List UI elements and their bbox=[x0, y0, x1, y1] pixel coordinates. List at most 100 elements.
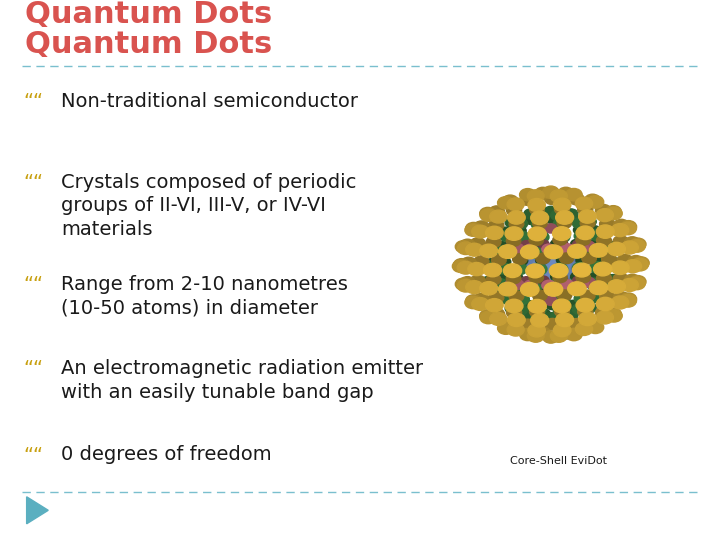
Circle shape bbox=[606, 274, 620, 285]
Circle shape bbox=[531, 311, 544, 322]
Circle shape bbox=[532, 270, 548, 282]
Circle shape bbox=[551, 210, 565, 221]
Circle shape bbox=[544, 319, 560, 330]
Circle shape bbox=[546, 214, 559, 224]
Circle shape bbox=[572, 303, 587, 314]
Circle shape bbox=[595, 205, 611, 216]
Text: ““: ““ bbox=[23, 275, 43, 294]
Circle shape bbox=[503, 264, 522, 278]
Circle shape bbox=[573, 288, 586, 297]
Circle shape bbox=[533, 288, 545, 297]
Circle shape bbox=[530, 240, 542, 248]
Circle shape bbox=[506, 235, 521, 246]
Circle shape bbox=[562, 259, 577, 269]
Circle shape bbox=[554, 323, 571, 337]
Circle shape bbox=[557, 255, 568, 265]
Circle shape bbox=[582, 217, 596, 227]
Circle shape bbox=[544, 282, 563, 296]
Circle shape bbox=[484, 262, 498, 273]
Circle shape bbox=[531, 219, 546, 230]
Circle shape bbox=[544, 245, 563, 259]
Circle shape bbox=[551, 245, 566, 256]
Circle shape bbox=[575, 322, 593, 335]
Circle shape bbox=[555, 231, 570, 242]
Circle shape bbox=[514, 288, 526, 298]
Circle shape bbox=[508, 279, 523, 291]
Circle shape bbox=[574, 293, 589, 304]
Circle shape bbox=[495, 274, 508, 284]
Text: ““: ““ bbox=[23, 173, 43, 192]
Text: ““: ““ bbox=[23, 359, 43, 378]
Circle shape bbox=[516, 256, 528, 265]
Circle shape bbox=[539, 248, 554, 261]
Circle shape bbox=[620, 222, 636, 235]
Circle shape bbox=[466, 243, 483, 256]
Circle shape bbox=[582, 241, 594, 249]
Circle shape bbox=[521, 240, 532, 249]
Circle shape bbox=[554, 204, 570, 214]
Circle shape bbox=[459, 276, 475, 288]
Circle shape bbox=[557, 309, 571, 319]
Circle shape bbox=[536, 273, 551, 285]
Circle shape bbox=[452, 260, 469, 272]
Circle shape bbox=[585, 278, 600, 289]
Circle shape bbox=[493, 246, 508, 257]
Circle shape bbox=[472, 298, 489, 310]
Circle shape bbox=[485, 275, 498, 285]
Circle shape bbox=[486, 237, 501, 247]
Circle shape bbox=[479, 260, 492, 269]
Circle shape bbox=[457, 261, 474, 274]
Circle shape bbox=[558, 327, 574, 339]
Circle shape bbox=[548, 258, 561, 268]
Circle shape bbox=[474, 293, 490, 305]
Circle shape bbox=[561, 253, 575, 264]
Circle shape bbox=[498, 322, 514, 334]
Circle shape bbox=[474, 221, 490, 233]
Circle shape bbox=[544, 206, 557, 217]
Circle shape bbox=[575, 197, 593, 210]
Circle shape bbox=[606, 242, 620, 252]
Circle shape bbox=[602, 254, 616, 265]
Circle shape bbox=[535, 187, 551, 199]
Circle shape bbox=[537, 309, 550, 319]
Circle shape bbox=[599, 277, 613, 288]
Circle shape bbox=[554, 259, 570, 272]
Circle shape bbox=[572, 276, 584, 285]
Circle shape bbox=[585, 245, 600, 256]
Circle shape bbox=[630, 275, 646, 288]
Circle shape bbox=[498, 282, 517, 296]
Circle shape bbox=[549, 245, 563, 255]
Circle shape bbox=[576, 226, 594, 240]
Circle shape bbox=[484, 245, 498, 255]
Circle shape bbox=[544, 265, 560, 278]
Circle shape bbox=[557, 290, 572, 301]
Circle shape bbox=[624, 237, 640, 248]
Circle shape bbox=[533, 259, 546, 269]
Circle shape bbox=[633, 257, 649, 269]
Circle shape bbox=[582, 253, 596, 264]
Circle shape bbox=[536, 253, 549, 263]
Circle shape bbox=[539, 273, 554, 285]
Circle shape bbox=[549, 273, 563, 284]
Circle shape bbox=[544, 264, 557, 274]
Circle shape bbox=[520, 194, 535, 205]
Circle shape bbox=[537, 269, 551, 280]
Circle shape bbox=[540, 259, 553, 268]
Circle shape bbox=[539, 245, 554, 256]
Circle shape bbox=[577, 306, 593, 318]
Circle shape bbox=[596, 272, 611, 284]
Circle shape bbox=[481, 276, 495, 287]
Circle shape bbox=[544, 253, 557, 262]
Circle shape bbox=[621, 279, 639, 292]
Circle shape bbox=[611, 261, 629, 274]
Circle shape bbox=[557, 265, 573, 277]
Circle shape bbox=[503, 195, 518, 207]
Circle shape bbox=[561, 265, 575, 275]
Circle shape bbox=[468, 262, 485, 275]
Circle shape bbox=[606, 206, 621, 218]
Circle shape bbox=[551, 272, 562, 281]
Circle shape bbox=[550, 190, 567, 202]
Circle shape bbox=[542, 244, 556, 254]
Circle shape bbox=[629, 240, 645, 252]
Circle shape bbox=[596, 311, 613, 324]
